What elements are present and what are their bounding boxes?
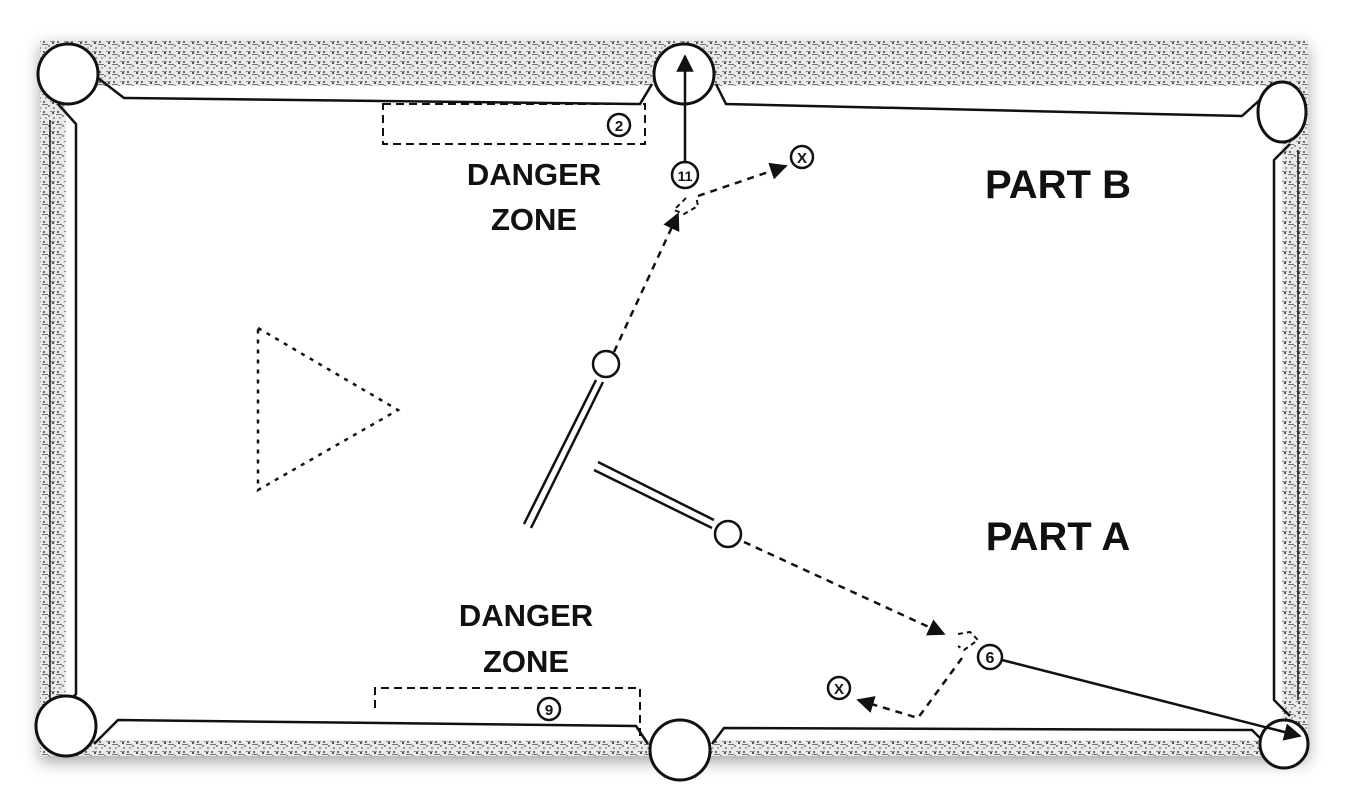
danger-zone-top-box	[382, 103, 646, 145]
shot-part-a	[593, 460, 1302, 741]
ball-6: 6	[976, 643, 1004, 671]
pocket-top-left	[36, 42, 100, 106]
svg-text:2: 2	[615, 118, 623, 135]
cue-stick-a-1	[597, 460, 715, 522]
ball-9: 9	[536, 696, 562, 722]
cue-ball-b	[591, 349, 621, 379]
cue-ball-a	[713, 519, 743, 549]
svg-text:X: X	[797, 150, 807, 167]
ball-2: 2	[606, 112, 632, 138]
table-cloth	[49, 77, 1299, 748]
target-x-top: X	[789, 144, 815, 170]
cue-deflection-b	[672, 195, 700, 216]
svg-text:X: X	[834, 681, 844, 698]
part-b-label: PART B	[985, 163, 1131, 207]
cue-stick-b-1	[522, 379, 598, 525]
shot-part-b	[522, 54, 788, 529]
svg-text:6: 6	[986, 650, 995, 667]
svg-text:9: 9	[545, 702, 553, 719]
cue-stick-b-2	[529, 381, 605, 529]
rack-triangle	[256, 325, 401, 493]
cue-to-target-b	[697, 162, 788, 198]
danger-zone-bottom-label-1: DANGER	[459, 598, 593, 633]
object-path-6	[1001, 658, 1302, 741]
target-x-bottom: X	[826, 675, 852, 701]
cue-stick-a-2	[593, 468, 713, 530]
svg-text:11: 11	[678, 168, 693, 184]
danger-zone-bottom-label-2: ZONE	[483, 644, 569, 679]
danger-zone-top-label-2: ZONE	[491, 202, 577, 237]
part-a-label: PART A	[986, 515, 1130, 559]
pocket-top-right	[1256, 80, 1308, 144]
danger-zone-top-label-1: DANGER	[467, 157, 601, 192]
cue-path-a	[743, 540, 946, 636]
ball-11: 11	[670, 160, 700, 190]
pocket-bottom-middle	[648, 718, 712, 782]
pocket-bottom-left	[34, 694, 98, 758]
